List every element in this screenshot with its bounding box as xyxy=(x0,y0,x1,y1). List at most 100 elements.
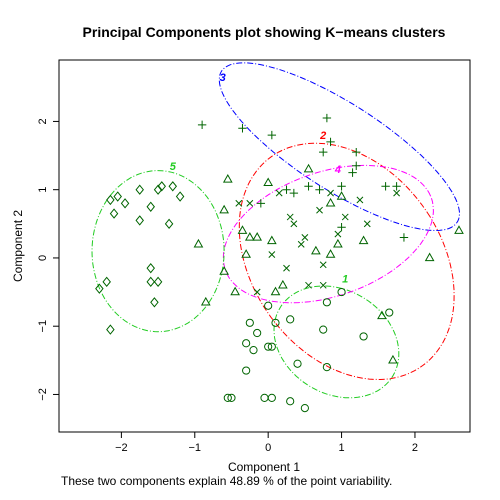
cluster-1-point xyxy=(245,318,254,327)
cluster-4-label: 4 xyxy=(334,164,341,176)
cluster-3-point xyxy=(267,130,277,140)
cluster-1-point xyxy=(253,328,262,338)
cluster-2-point xyxy=(377,310,387,320)
cluster-2-point xyxy=(200,296,211,306)
cluster-4-point xyxy=(283,264,290,272)
x-tick-label: −1 xyxy=(189,442,202,454)
y-tick-label: −1 xyxy=(37,320,49,333)
cluster-1-label: 1 xyxy=(342,273,348,285)
cluster-4-point xyxy=(286,213,294,221)
cluster-4-point xyxy=(363,220,371,228)
cluster-5-point xyxy=(135,184,144,195)
cluster-5-point xyxy=(102,276,111,288)
cluster-3-point xyxy=(289,188,299,198)
x-tick-label: 2 xyxy=(412,442,418,454)
cluster-1-point xyxy=(242,366,251,375)
cluster-1-point xyxy=(319,325,328,334)
cluster-2-point xyxy=(277,279,288,289)
cluster-4-point xyxy=(319,261,327,269)
y-tick-label: 0 xyxy=(37,255,49,261)
cluster-4-point xyxy=(334,230,342,238)
cluster-1-point xyxy=(271,318,280,327)
cluster-2-point xyxy=(303,163,314,173)
cluster-3-point xyxy=(381,182,390,191)
cluster-3-point xyxy=(315,185,324,194)
cluster-4-point xyxy=(268,251,276,258)
cluster-3-point xyxy=(282,185,291,194)
cluster-3-point xyxy=(326,137,335,147)
cluster-1-point xyxy=(286,315,295,324)
cluster-1-point xyxy=(227,393,236,402)
cluster-2-point xyxy=(388,354,398,364)
cluster-3-point xyxy=(197,120,207,130)
cluster-2-point xyxy=(219,266,229,275)
cluster-5-label: 5 xyxy=(170,161,177,173)
cluster-2-point xyxy=(336,191,347,200)
cluster-3-point xyxy=(348,168,357,177)
cluster-2-point xyxy=(325,249,336,258)
y-tick-label: −2 xyxy=(37,388,49,401)
cluster-3-point xyxy=(337,182,346,191)
cluster-3-point xyxy=(352,147,361,157)
cluster-4-point xyxy=(319,281,327,289)
cluster-5-point xyxy=(109,208,119,219)
cluster-5-point xyxy=(175,191,185,202)
cluster-1-ellipse xyxy=(273,285,400,399)
cluster-3-point xyxy=(256,199,266,208)
cluster-5-point xyxy=(153,184,163,195)
cluster-5-point xyxy=(113,191,122,202)
cluster-3-point xyxy=(319,147,328,157)
x-tick-label: 0 xyxy=(265,442,271,454)
cluster-3-point xyxy=(392,182,401,191)
cluster-4-point xyxy=(246,199,254,207)
cluster-1-point xyxy=(359,332,368,341)
cluster-5-point xyxy=(150,297,159,308)
cluster-2-point xyxy=(358,235,369,245)
cluster-3-point xyxy=(304,182,313,191)
cluster-5-point xyxy=(146,262,155,274)
cluster-4-point xyxy=(253,288,261,296)
cluster-5-point xyxy=(135,215,144,226)
y-axis: −2 −1 0 1 2 xyxy=(37,118,59,401)
cluster-4-point xyxy=(290,220,298,228)
cluster-2-point xyxy=(193,238,204,248)
cluster-1-point xyxy=(286,397,295,406)
cluster-2-point xyxy=(311,245,321,255)
x-axis: −2 −1 0 1 2 xyxy=(115,432,418,454)
cluster-4-point xyxy=(341,213,349,221)
cluster-2-point xyxy=(237,225,248,234)
cluster-4-point xyxy=(327,189,334,197)
cluster-2-point xyxy=(252,232,263,241)
plot-area-frame xyxy=(58,59,471,433)
cluster-4-point xyxy=(235,199,243,207)
cluster-1-point xyxy=(293,359,302,368)
cluster-1-point xyxy=(267,393,276,402)
cluster-5-point xyxy=(153,276,163,288)
cluster-2-ellipse xyxy=(238,142,455,381)
cluster-4-point xyxy=(316,206,323,214)
cluster-2-point xyxy=(325,197,336,207)
variability-caption: These two components explain 48.89 % of … xyxy=(61,474,392,488)
cluster-3-point xyxy=(399,233,409,242)
cluster-5-point xyxy=(168,181,178,192)
cluster-4-point xyxy=(356,196,364,204)
x-tick-label: 1 xyxy=(339,442,345,454)
cluster-4-point xyxy=(301,234,309,241)
cluster-1-point xyxy=(249,345,258,355)
cluster-1-point xyxy=(385,308,394,317)
cluster-2-point xyxy=(263,177,274,187)
cluster-1-point xyxy=(322,363,331,372)
data-points xyxy=(95,113,464,413)
x-axis-label: Component 1 xyxy=(228,460,300,474)
y-tick-label: 1 xyxy=(37,187,49,193)
cluster-2-point xyxy=(454,225,464,234)
chart-title: Principal Components plot showing K−mean… xyxy=(83,24,446,40)
cluster-5-point xyxy=(120,198,130,209)
cluster-3-label: 3 xyxy=(220,72,226,84)
cluster-1-point xyxy=(260,393,269,402)
cluster-1-point xyxy=(223,393,232,402)
y-axis-label: Component 2 xyxy=(11,210,25,282)
cluster-5-point xyxy=(106,324,115,335)
cluster-1-point xyxy=(242,339,251,348)
cluster-2-point xyxy=(266,235,277,245)
